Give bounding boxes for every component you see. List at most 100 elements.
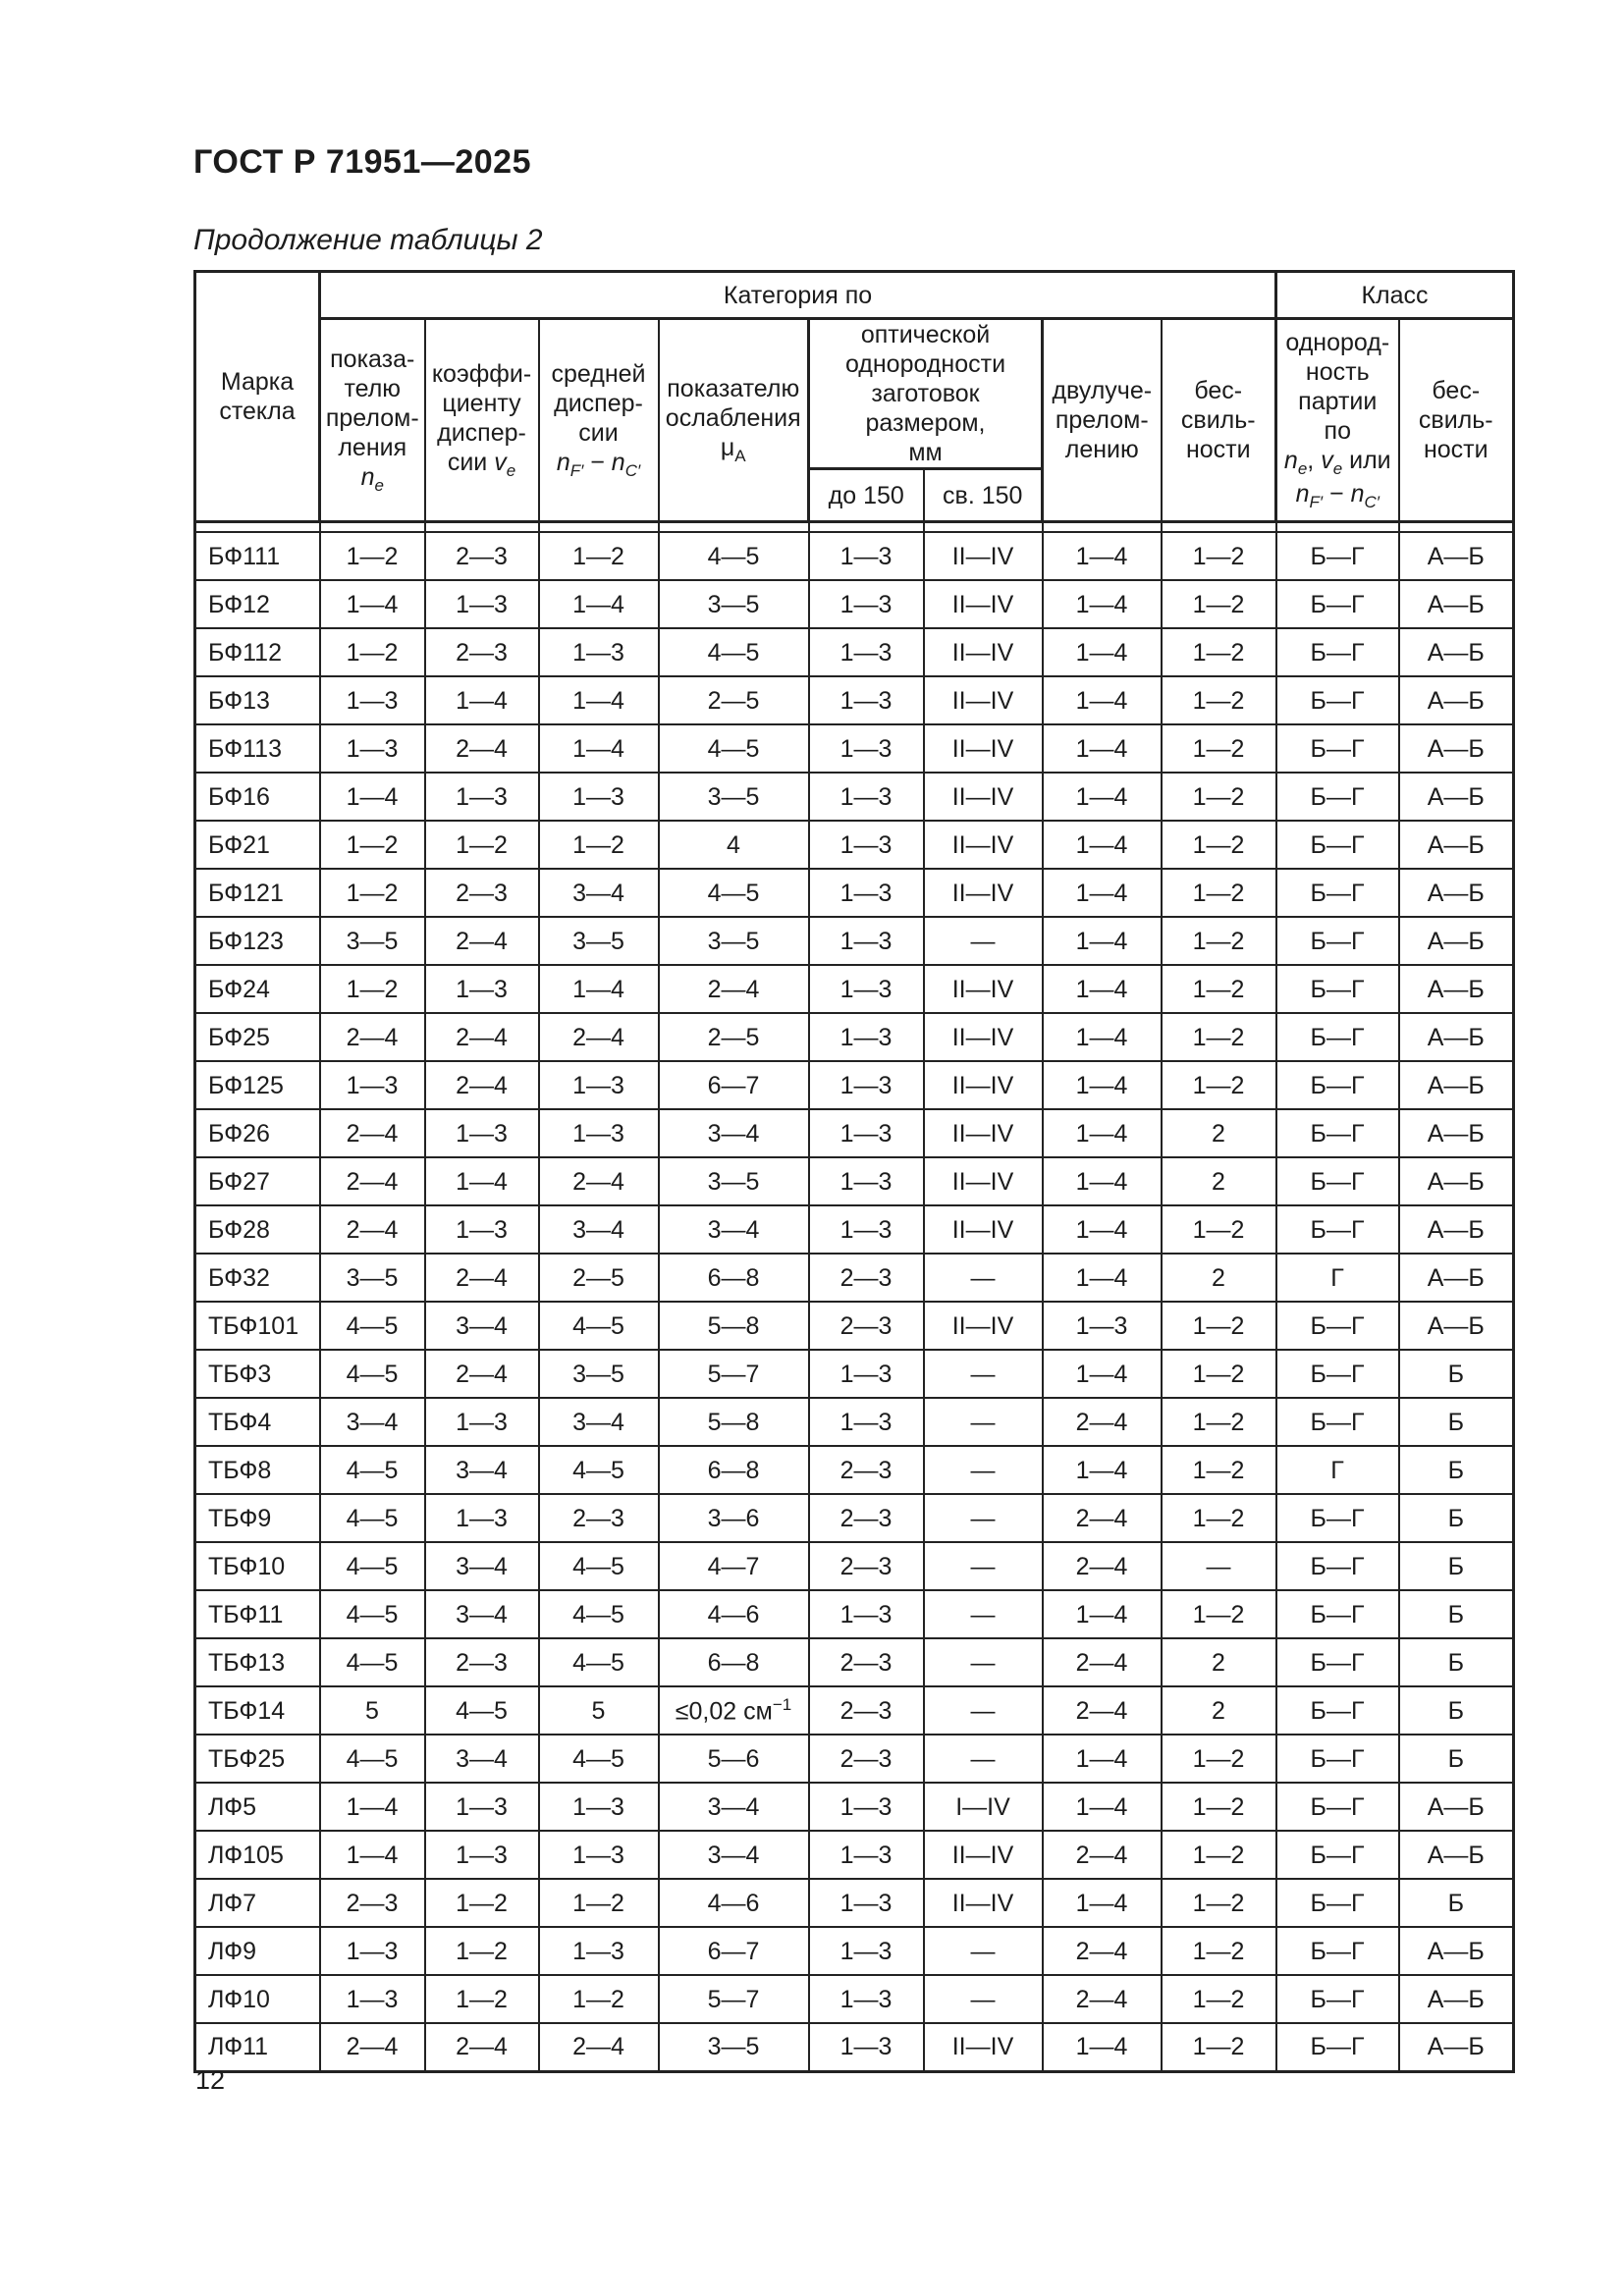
value-cell: 2—4 — [423, 1253, 540, 1303]
value-cell: 1—2 — [423, 820, 540, 870]
value-cell: 4 — [657, 820, 810, 870]
value-cell: А—Б — [1397, 1301, 1515, 1351]
value-cell: 4—6 — [657, 1589, 810, 1639]
glass-mark-cell: БФ121 — [193, 868, 321, 918]
value-cell: 1—4 — [1041, 579, 1163, 629]
value-cell: 1—2 — [1160, 531, 1277, 581]
header-separator-row — [193, 520, 1515, 533]
col-header-mean-dispersion: средней диспер-сии nF′ − nC′ — [537, 317, 660, 523]
value-cell: 2—3 — [807, 1493, 925, 1543]
value-cell: 2—5 — [657, 1012, 810, 1062]
value-cell: 1—3 — [807, 964, 925, 1014]
value-cell: Б—Г — [1274, 675, 1400, 725]
value-cell: 2—4 — [423, 723, 540, 774]
value-cell: II—IV — [922, 964, 1044, 1014]
value-cell: 2—4 — [318, 1204, 426, 1255]
value-cell: Б — [1397, 1878, 1515, 1928]
value-cell: А—Б — [1397, 579, 1515, 629]
value-cell: 4—5 — [537, 1734, 660, 1784]
value-cell: 1—4 — [1041, 916, 1163, 966]
value-cell: А—Б — [1397, 1974, 1515, 2024]
value-cell: 3—5 — [537, 1349, 660, 1399]
value-cell: II—IV — [922, 868, 1044, 918]
value-cell: 1—2 — [1160, 868, 1277, 918]
value-cell: А—Б — [1397, 1782, 1515, 1832]
value-cell: 4—5 — [657, 723, 810, 774]
table-row: ЛФ5 1—4 1—3 1—3 3—4 1—3 I—IV 1—4 1—2 Б—Г А—Б — [193, 1782, 1515, 1832]
value-cell: 1—3 — [318, 723, 426, 774]
value-cell: 1—2 — [1160, 1397, 1277, 1447]
value-cell: Б—Г — [1274, 1589, 1400, 1639]
value-cell: — — [922, 1541, 1044, 1591]
value-cell: 3—4 — [423, 1445, 540, 1495]
value-cell: 1—4 — [318, 772, 426, 822]
value-cell: 1—3 — [807, 723, 925, 774]
value-cell: 2—4 — [423, 1060, 540, 1110]
value-cell: 1—3 — [537, 1108, 660, 1158]
value-cell: 3—4 — [423, 1734, 540, 1784]
value-cell: 1—2 — [1160, 1589, 1277, 1639]
value-cell: 1—3 — [423, 964, 540, 1014]
value-cell: 1—2 — [1160, 723, 1277, 774]
value-cell: 3—4 — [423, 1301, 540, 1351]
value-cell: 1—2 — [1160, 1349, 1277, 1399]
value-cell: Б—Г — [1274, 964, 1400, 1014]
col-header-size-over-150: св. 150 — [922, 467, 1044, 523]
value-cell: 2—4 — [1041, 1397, 1163, 1447]
value-cell: 3—5 — [318, 916, 426, 966]
value-cell: II—IV — [922, 1156, 1044, 1206]
value-cell: 1—4 — [537, 675, 660, 725]
value-cell: 1—3 — [807, 1012, 925, 1062]
value-cell: II—IV — [922, 2022, 1044, 2072]
value-cell: 2 — [1160, 1253, 1277, 1303]
value-cell: 1—3 — [807, 1156, 925, 1206]
value-cell: 4—6 — [657, 1878, 810, 1928]
value-cell: 1—3 — [423, 1830, 540, 1880]
glass-categories-table: Марка стекла Категория по Класс показа-те… — [193, 270, 1516, 2073]
table-row: БФ16 1—4 1—3 1—3 3—5 1—3 II—IV 1—4 1—2 Б—Г А—Б — [193, 772, 1515, 822]
value-cell: 6—7 — [657, 1060, 810, 1110]
value-cell: 2—3 — [423, 1637, 540, 1687]
value-cell: А—Б — [1397, 916, 1515, 966]
value-cell: 3—4 — [537, 1397, 660, 1447]
value-cell: 1—3 — [807, 1974, 925, 2024]
table-row: ТБФ8 4—5 3—4 4—5 6—8 2—3—1—4 1—2 Г Б — [193, 1445, 1515, 1495]
value-cell: 1—4 — [423, 1156, 540, 1206]
table-row: ЛФ9 1—3 1—2 1—3 6—7 1—3—2—4 1—2 Б—Г А—Б — [193, 1926, 1515, 1976]
value-cell: Б—Г — [1274, 1734, 1400, 1784]
glass-mark-cell: БФ123 — [193, 916, 321, 966]
value-cell: 1—4 — [1041, 1734, 1163, 1784]
value-cell: 2—4 — [537, 1012, 660, 1062]
value-cell: Г — [1274, 1253, 1400, 1303]
value-cell: А—Б — [1397, 1830, 1515, 1880]
value-cell: А—Б — [1397, 627, 1515, 677]
value-cell: 2—4 — [1041, 1493, 1163, 1543]
group-header-category: Категория по — [317, 270, 1277, 320]
value-cell: 5—8 — [657, 1397, 810, 1447]
value-cell: 1—4 — [537, 964, 660, 1014]
value-cell: 1—4 — [1041, 2022, 1163, 2072]
value-cell: 1—2 — [1160, 1445, 1277, 1495]
value-cell: 5—7 — [657, 1974, 810, 2024]
table-row: ЛФ11 2—4 2—4 2—4 3—5 1—3 II—IV 1—4 1—2 Б—Г А—Б — [193, 2022, 1515, 2072]
value-cell: 1—3 — [807, 1108, 925, 1158]
value-cell: Б — [1397, 1493, 1515, 1543]
value-cell: 1—4 — [318, 1830, 426, 1880]
glass-mark-cell: ТБФ4 — [193, 1397, 321, 1447]
value-cell: Б—Г — [1274, 1782, 1400, 1832]
value-cell: Б — [1397, 1685, 1515, 1735]
col-header-size-upto-150: до 150 — [807, 467, 925, 523]
value-cell: 1—3 — [318, 675, 426, 725]
value-cell: 1—2 — [1160, 1012, 1277, 1062]
value-cell: 1—3 — [807, 916, 925, 966]
table-body: БФ111 1—2 2—3 1—2 4—5 1—3 II—IV 1—4 1—2 Б—Г А—Б БФ1… — [193, 520, 1515, 2072]
table-row: БФ25 2—4 2—4 2—4 2—5 1—3 II—IV 1—4 1—2 Б—Г А—Б — [193, 1012, 1515, 1062]
table-row: БФ125 1—3 2—4 1—3 6—7 1—3 II—IV 1—4 1—2 Б—Г А—Б — [193, 1060, 1515, 1110]
glass-mark-cell: ТБФ3 — [193, 1349, 321, 1399]
value-cell: 1—2 — [423, 1878, 540, 1928]
value-cell: 1—4 — [318, 1782, 426, 1832]
value-cell: 1—4 — [423, 675, 540, 725]
value-cell: II—IV — [922, 1301, 1044, 1351]
value-cell: А—Б — [1397, 1060, 1515, 1110]
value-cell: 2—3 — [807, 1541, 925, 1591]
